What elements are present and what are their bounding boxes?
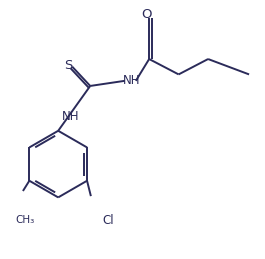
Text: Cl: Cl <box>102 214 114 227</box>
Text: NH: NH <box>62 110 80 123</box>
Text: O: O <box>141 8 152 21</box>
Text: CH₃: CH₃ <box>15 215 34 225</box>
Text: NH: NH <box>123 74 140 87</box>
Text: S: S <box>64 59 73 72</box>
